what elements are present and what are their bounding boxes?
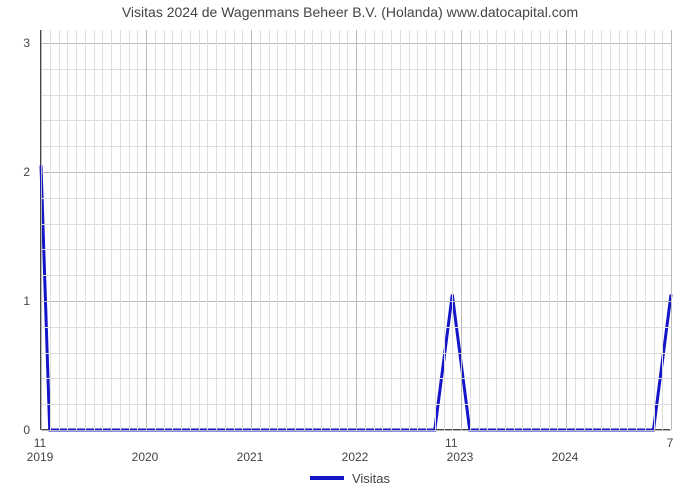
x-tick-label: 2021 (237, 450, 264, 464)
gridline-x-minor (382, 30, 383, 430)
gridline-x-minor (172, 30, 173, 430)
gridline-x-minor (277, 30, 278, 430)
gridline-x-minor (330, 30, 331, 430)
gridline-x-minor (671, 30, 672, 430)
gridline-x-minor (164, 30, 165, 430)
x-tick-label: 2020 (132, 450, 159, 464)
gridline-x-minor (120, 30, 121, 430)
gridline-x-minor (190, 30, 191, 430)
gridline-x-minor (409, 30, 410, 430)
visits-line-chart: Visitas 2024 de Wagenmans Beheer B.V. (H… (0, 0, 700, 500)
gridline-x-minor (531, 30, 532, 430)
gridline-x-minor (522, 30, 523, 430)
gridline-x-minor (452, 30, 453, 430)
chart-title: Visitas 2024 de Wagenmans Beheer B.V. (H… (0, 4, 700, 20)
legend-label: Visitas (352, 471, 390, 486)
gridline-x-minor (601, 30, 602, 430)
gridline-x-minor (584, 30, 585, 430)
gridline-x-minor (575, 30, 576, 430)
data-point-label: 11 (445, 436, 457, 450)
gridline-x-minor (505, 30, 506, 430)
y-tick-label: 3 (0, 36, 30, 50)
gridline-x-major (356, 30, 357, 430)
y-tick-label: 0 (0, 423, 30, 437)
gridline-x-major (41, 30, 42, 430)
gridline-x-minor (85, 30, 86, 430)
data-point-label: 7 (667, 436, 674, 450)
gridline-x-minor (181, 30, 182, 430)
gridline-x-minor (286, 30, 287, 430)
gridline-x-minor (234, 30, 235, 430)
gridline-x-major (566, 30, 567, 430)
gridline-x-minor (269, 30, 270, 430)
gridline-x-minor (400, 30, 401, 430)
gridline-x-minor (636, 30, 637, 430)
gridline-x-minor (67, 30, 68, 430)
x-tick-label: 2023 (447, 450, 474, 464)
gridline-x-minor (645, 30, 646, 430)
gridline-x-major (461, 30, 462, 430)
legend-swatch (310, 476, 344, 480)
gridline-x-minor (225, 30, 226, 430)
gridline-x-minor (391, 30, 392, 430)
x-tick-label: 2022 (342, 450, 369, 464)
gridline-x-minor (94, 30, 95, 430)
gridline-x-minor (444, 30, 445, 430)
gridline-x-minor (549, 30, 550, 430)
gridline-x-minor (260, 30, 261, 430)
gridline-x-minor (592, 30, 593, 430)
gridline-x-minor (295, 30, 296, 430)
gridline-x-minor (619, 30, 620, 430)
gridline-x-minor (111, 30, 112, 430)
gridline-x-minor (365, 30, 366, 430)
gridline-x-minor (374, 30, 375, 430)
gridline-x-minor (155, 30, 156, 430)
gridline-x-major (251, 30, 252, 430)
gridline-x-minor (199, 30, 200, 430)
gridline-y-major (41, 430, 671, 431)
gridline-x-minor (347, 30, 348, 430)
x-tick-label: 2024 (552, 450, 579, 464)
gridline-x-minor (76, 30, 77, 430)
gridline-x-minor (496, 30, 497, 430)
gridline-x-minor (426, 30, 427, 430)
gridline-x-minor (470, 30, 471, 430)
gridline-x-minor (417, 30, 418, 430)
gridline-x-minor (662, 30, 663, 430)
gridline-x-minor (627, 30, 628, 430)
gridline-x-minor (50, 30, 51, 430)
gridline-x-minor (137, 30, 138, 430)
gridline-x-minor (59, 30, 60, 430)
gridline-x-minor (610, 30, 611, 430)
x-tick-label: 2019 (27, 450, 54, 464)
gridline-x-minor (312, 30, 313, 430)
legend: Visitas (0, 468, 700, 486)
legend-item-visitas: Visitas (310, 471, 390, 486)
plot-area (40, 30, 670, 430)
gridline-x-minor (487, 30, 488, 430)
gridline-x-minor (321, 30, 322, 430)
gridline-x-minor (339, 30, 340, 430)
gridline-x-minor (514, 30, 515, 430)
gridline-x-minor (557, 30, 558, 430)
y-tick-label: 1 (0, 294, 30, 308)
gridline-x-minor (129, 30, 130, 430)
gridline-x-minor (479, 30, 480, 430)
gridline-x-minor (435, 30, 436, 430)
gridline-x-minor (102, 30, 103, 430)
gridline-x-minor (242, 30, 243, 430)
y-tick-label: 2 (0, 165, 30, 179)
gridline-x-minor (216, 30, 217, 430)
gridline-x-minor (304, 30, 305, 430)
data-point-label: 11 (34, 436, 46, 450)
gridline-x-major (146, 30, 147, 430)
gridline-x-minor (540, 30, 541, 430)
gridline-x-minor (654, 30, 655, 430)
gridline-x-minor (207, 30, 208, 430)
